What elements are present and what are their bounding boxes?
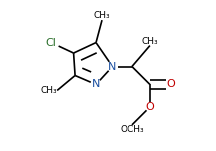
- Text: O: O: [167, 79, 175, 90]
- Text: N: N: [108, 61, 117, 72]
- Text: OCH₃: OCH₃: [120, 125, 144, 134]
- Text: Cl: Cl: [46, 38, 57, 48]
- Text: CH₃: CH₃: [141, 37, 158, 46]
- Text: CH₃: CH₃: [94, 11, 110, 20]
- Text: O: O: [146, 102, 154, 112]
- Text: N: N: [92, 79, 100, 90]
- Text: CH₃: CH₃: [41, 86, 57, 95]
